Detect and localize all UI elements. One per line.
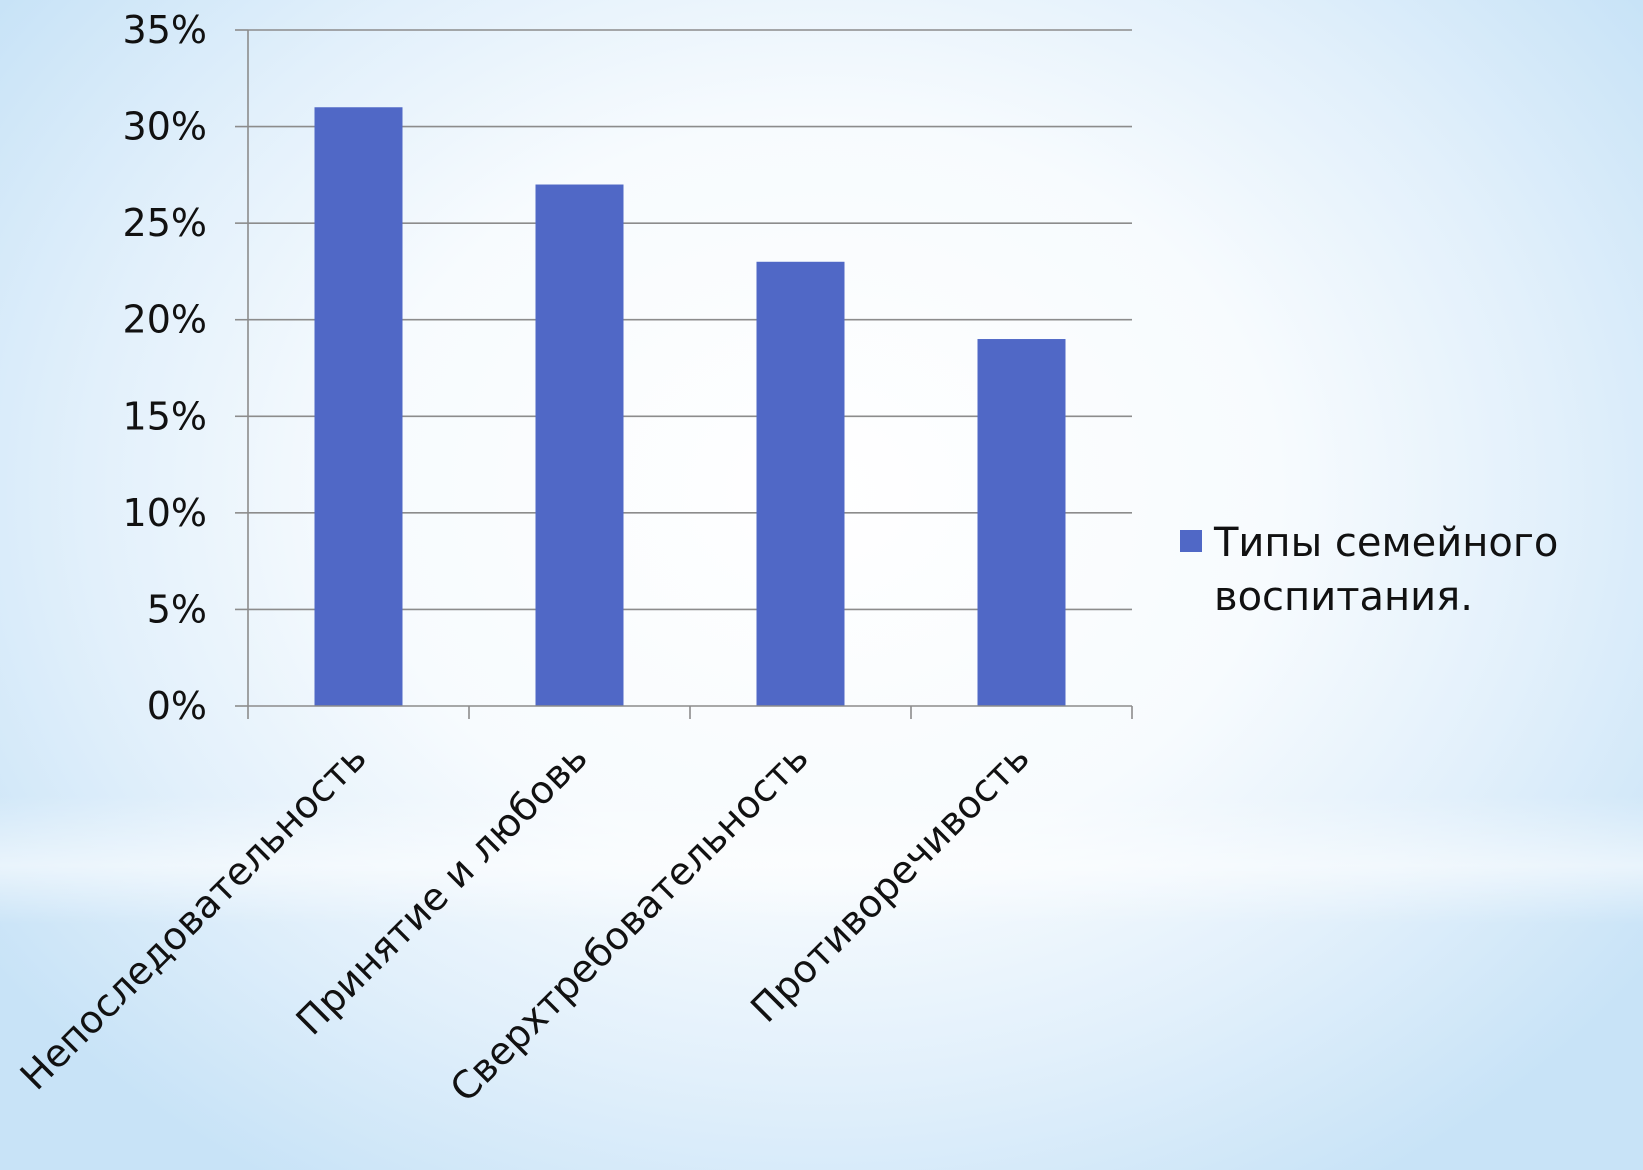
legend-swatch bbox=[1180, 530, 1202, 552]
y-tick-label: 20% bbox=[123, 298, 207, 342]
bar bbox=[756, 261, 845, 706]
y-tick-label: 30% bbox=[123, 105, 207, 149]
axes bbox=[247, 30, 1133, 719]
y-tick-label: 25% bbox=[123, 201, 207, 245]
bar bbox=[314, 107, 403, 706]
x-category-label: Непоследовательность bbox=[12, 735, 375, 1098]
y-tick-label: 0% bbox=[147, 684, 207, 728]
legend: Типы семейного воспитания. bbox=[1180, 520, 1558, 620]
bars bbox=[314, 107, 1066, 706]
y-tick-label: 35% bbox=[123, 8, 207, 52]
bar bbox=[977, 339, 1066, 706]
legend-label-line-1: Типы семейного bbox=[1213, 520, 1558, 566]
legend-label-line-2: воспитания. bbox=[1214, 574, 1473, 620]
x-category-label: Сверхтребовательность bbox=[442, 735, 817, 1110]
y-tick-label: 10% bbox=[123, 491, 207, 535]
bar bbox=[535, 184, 624, 706]
y-tick-label: 5% bbox=[147, 587, 207, 631]
y-tick-label: 15% bbox=[123, 394, 207, 438]
y-axis-ticks: 0% 5% 10% 15% 20% 25% 30% 35% bbox=[123, 8, 248, 728]
